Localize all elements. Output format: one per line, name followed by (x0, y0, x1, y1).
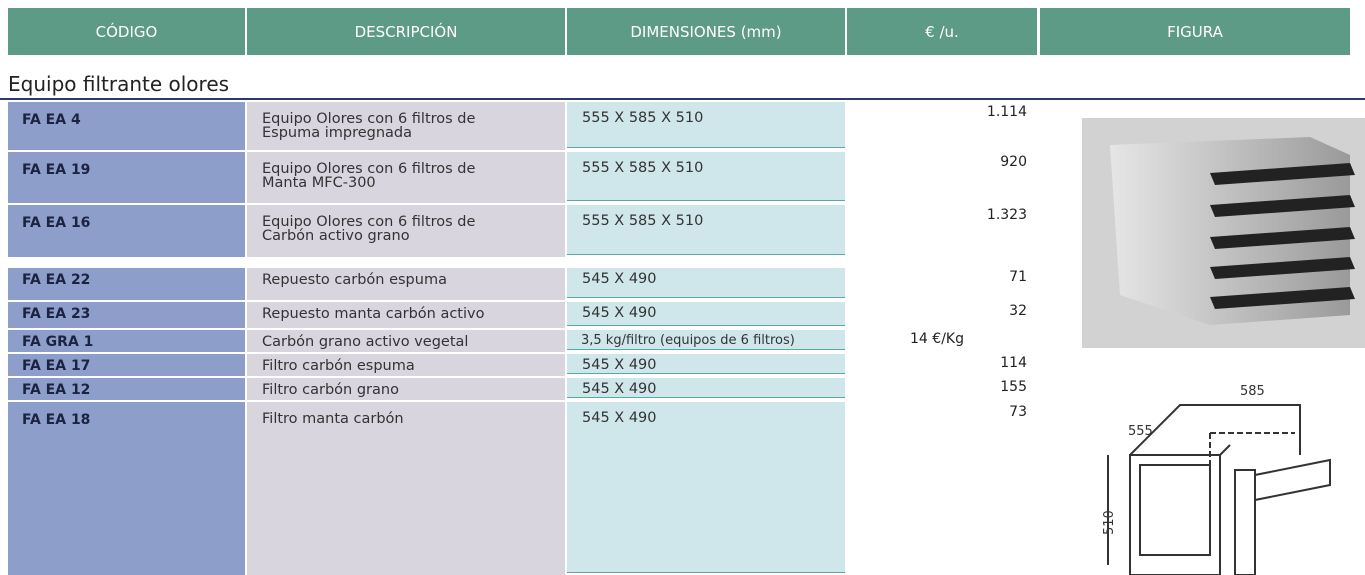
price-cell: 1.114 (986, 104, 1027, 120)
divider (0, 98, 1365, 100)
code-cell: FA EA 4 (8, 102, 245, 150)
price-cell: 920 (1000, 154, 1027, 170)
price-cell: 71 (1009, 269, 1027, 285)
description-cell: Filtro carbón grano (247, 378, 565, 400)
header-cell: € /u. (847, 8, 1037, 55)
description-cell: Equipo Olores con 6 filtros de Espuma im… (247, 102, 565, 150)
dimension-cell: 3,5 kg/filtro (equipos de 6 filtros) (567, 330, 845, 350)
dimension-cell: 555 X 585 X 510 (567, 102, 845, 148)
price-cell: 32 (1009, 303, 1027, 319)
figure: 585 555 510 (1082, 118, 1365, 575)
code-cell: FA EA 17 (8, 354, 245, 376)
dimension-cell: 545 X 490 (567, 268, 845, 298)
description-cell: Filtro carbón espuma (247, 354, 565, 376)
price-cell: 14 €/Kg (910, 331, 964, 347)
dimension-cell: 555 X 585 X 510 (567, 152, 845, 201)
description-cell: Equipo Olores con 6 filtros de Manta MFC… (247, 152, 565, 203)
price-cell: 114 (1000, 355, 1027, 371)
code-cell: FA EA 19 (8, 152, 245, 203)
dim-label: 510 (1102, 510, 1117, 535)
price-cell: 73 (1009, 404, 1027, 420)
dimension-cell: 545 X 490 (567, 378, 845, 398)
code-cell: FA EA 23 (8, 302, 245, 328)
dimension-cell: 555 X 585 X 510 (567, 205, 845, 255)
code-cell: FA EA 16 (8, 205, 245, 257)
code-cell: FA EA 12 (8, 378, 245, 400)
header-cell: DIMENSIONES (mm) (567, 8, 845, 55)
description-cell: Equipo Olores con 6 filtros de Carbón ac… (247, 205, 565, 257)
dimension-cell: 545 X 490 (567, 354, 845, 374)
section-title: Equipo filtrante olores (8, 72, 230, 96)
dimension-cell: 545 X 490 (567, 302, 845, 326)
header-cell: CÓDIGO (8, 8, 245, 55)
code-cell: FA GRA 1 (8, 330, 245, 352)
dim-label: 585 (1240, 384, 1265, 399)
dimension-cell: 545 X 490 (567, 402, 845, 573)
dim-label: 555 (1128, 424, 1153, 439)
header-cell: DESCRIPCIÓN (247, 8, 565, 55)
description-cell: Repuesto manta carbón activo (247, 302, 565, 328)
description-cell: Filtro manta carbón (247, 402, 565, 575)
header-cell: FIGURA (1040, 8, 1350, 55)
code-cell: FA EA 22 (8, 268, 245, 300)
description-cell: Carbón grano activo vegetal (247, 330, 565, 352)
price-cell: 1.323 (986, 207, 1027, 223)
description-cell: Repuesto carbón espuma (247, 268, 565, 300)
price-cell: 155 (1000, 379, 1027, 395)
code-cell: FA EA 18 (8, 402, 245, 575)
